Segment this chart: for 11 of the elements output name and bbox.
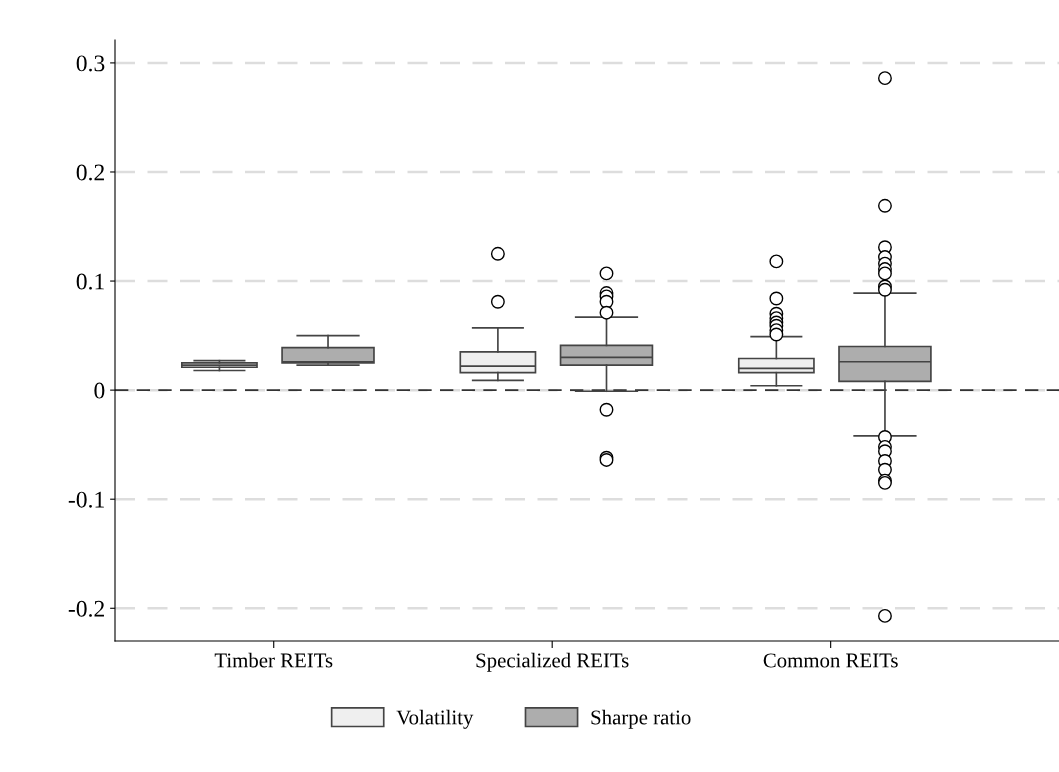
y-tick-label: 0 xyxy=(94,382,105,399)
y-tick-label: 0.3 xyxy=(76,55,105,72)
y-tick-label: -0.1 xyxy=(68,491,104,508)
x-tick-label: Timber REITs xyxy=(214,652,333,668)
x-tick-label: Common REITs xyxy=(763,653,898,668)
y-tick-label: 0.1 xyxy=(76,273,104,290)
x-tick-label: Specialized REITs xyxy=(476,652,629,672)
y-tick-label: 0.2 xyxy=(76,164,104,181)
y-tick-label: -0.2 xyxy=(68,600,104,617)
legend-label: Sharpe ratio xyxy=(591,709,691,729)
legend-label: Volatility xyxy=(396,709,474,729)
